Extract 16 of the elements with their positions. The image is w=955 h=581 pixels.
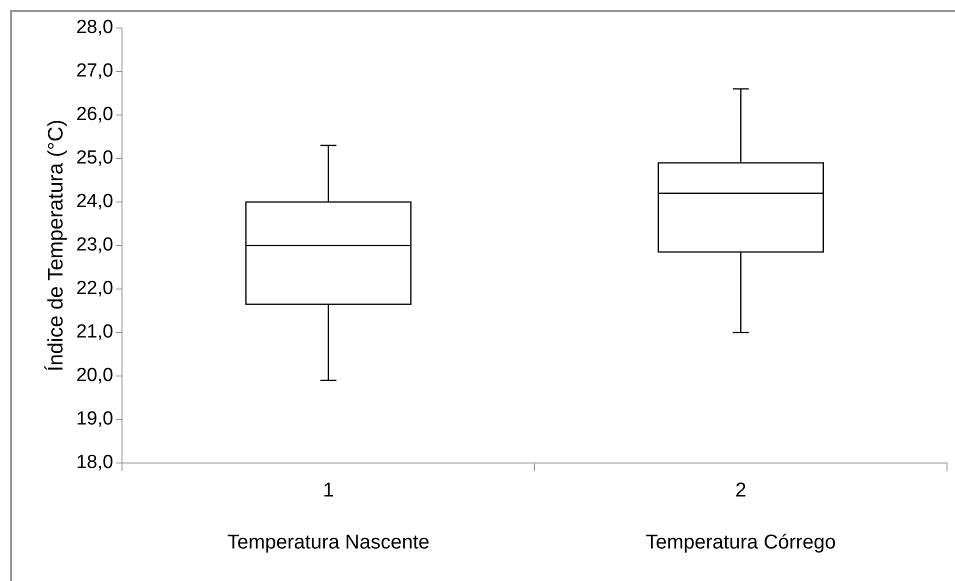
y-tick-label: 22,0 — [76, 278, 114, 300]
text: Temperatura Córrego — [646, 532, 836, 554]
y-tick-label: 20,0 — [76, 365, 114, 386]
y-tick-label: 23,0 — [76, 234, 114, 256]
y-tick-label: 26,0 — [76, 104, 114, 126]
y-tick-label: 24,0 — [76, 191, 114, 212]
x-tick-label: 2 — [735, 480, 746, 502]
y-tick-label: 28,0 — [76, 17, 114, 38]
x-tick-label: 1 — [322, 480, 334, 502]
y-tick-label: 21,0 — [76, 322, 114, 343]
y-tick-label: 18,0 — [76, 452, 114, 474]
text: Temperatura Nascente — [227, 532, 430, 554]
y-axis-title: Índice de Temperatura (°C) — [43, 120, 68, 372]
y-tick-label: 25,0 — [76, 148, 114, 169]
y-tick-label: 19,0 — [76, 408, 114, 430]
y-tick-label: 27,0 — [76, 60, 114, 82]
